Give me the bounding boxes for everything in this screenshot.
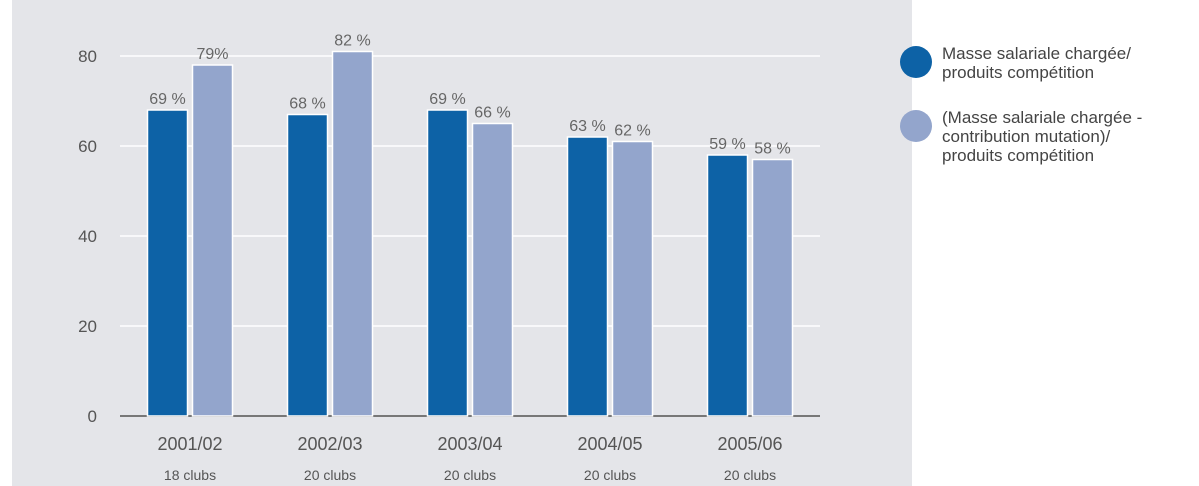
- bars: [146, 50, 794, 417]
- x-tick-label-2002/03: 2002/03: [297, 434, 362, 454]
- x-tick-label-2005/06: 2005/06: [717, 434, 782, 454]
- data-label-2005/06-series-1: 59 %: [709, 136, 745, 153]
- data-label-2005/06-series-2: 58 %: [754, 141, 790, 158]
- bar-2003/04-series-1: [426, 109, 469, 417]
- data-label-2004/05-series-2: 62 %: [614, 123, 650, 140]
- bar-2002/03-series-1: [286, 113, 329, 417]
- x-sublabel-2004/05: 20 clubs: [584, 467, 636, 483]
- x-sublabel-2001/02: 18 clubs: [164, 467, 216, 483]
- labels: 0 20 40 60 80 69 % 79% 2001/02 18 clubs 68 % 82 % 2…: [78, 33, 791, 484]
- x-sublabel-2005/06: 20 clubs: [724, 467, 776, 483]
- x-tick-label-2004/05: 2004/05: [577, 434, 642, 454]
- data-label-2004/05-series-1: 63 %: [569, 118, 605, 135]
- bar-2002/03-series-2: [331, 50, 374, 417]
- y-tick-label-60: 60: [78, 137, 97, 156]
- bar-2004/05-series-2: [611, 140, 654, 417]
- x-tick-label-2003/04: 2003/04: [437, 434, 502, 454]
- data-label-2002/03-series-2: 82 %: [334, 33, 370, 50]
- legend-item-series-1: Masse salariale chargée/ produits compét…: [900, 44, 1190, 82]
- bar-2003/04-series-2: [471, 122, 514, 417]
- bar-2001/02-series-2: [191, 64, 234, 417]
- y-tick-label-20: 20: [78, 317, 97, 336]
- legend-label-series-1: Masse salariale chargée/ produits compét…: [942, 44, 1131, 82]
- data-label-2002/03-series-1: 68 %: [289, 96, 325, 113]
- bar-2004/05-series-1: [566, 136, 609, 417]
- legend-item-series-2: (Masse salariale chargée - contribution …: [900, 108, 1190, 165]
- data-label-2003/04-series-1: 69 %: [429, 91, 465, 108]
- data-label-2001/02-series-2: 79%: [196, 46, 228, 63]
- data-label-2003/04-series-2: 66 %: [474, 105, 510, 122]
- grid-lines: [120, 55, 820, 417]
- legend-label-series-2: (Masse salariale chargée - contribution …: [942, 108, 1143, 165]
- x-sublabel-2002/03: 20 clubs: [304, 467, 356, 483]
- y-tick-label-0: 0: [88, 407, 97, 426]
- x-tick-label-2001/02: 2001/02: [157, 434, 222, 454]
- bar-2005/06-series-2: [751, 158, 794, 417]
- bar-2005/06-series-1: [706, 154, 749, 417]
- x-sublabel-2003/04: 20 clubs: [444, 467, 496, 483]
- data-label-2001/02-series-1: 69 %: [149, 91, 185, 108]
- legend-swatch-series-2: [900, 110, 932, 142]
- y-tick-label-80: 80: [78, 47, 97, 66]
- legend-swatch-series-1: [900, 46, 932, 78]
- y-tick-label-40: 40: [78, 227, 97, 246]
- bar-2001/02-series-1: [146, 109, 189, 417]
- legend: Masse salariale chargée/ produits compét…: [900, 44, 1190, 191]
